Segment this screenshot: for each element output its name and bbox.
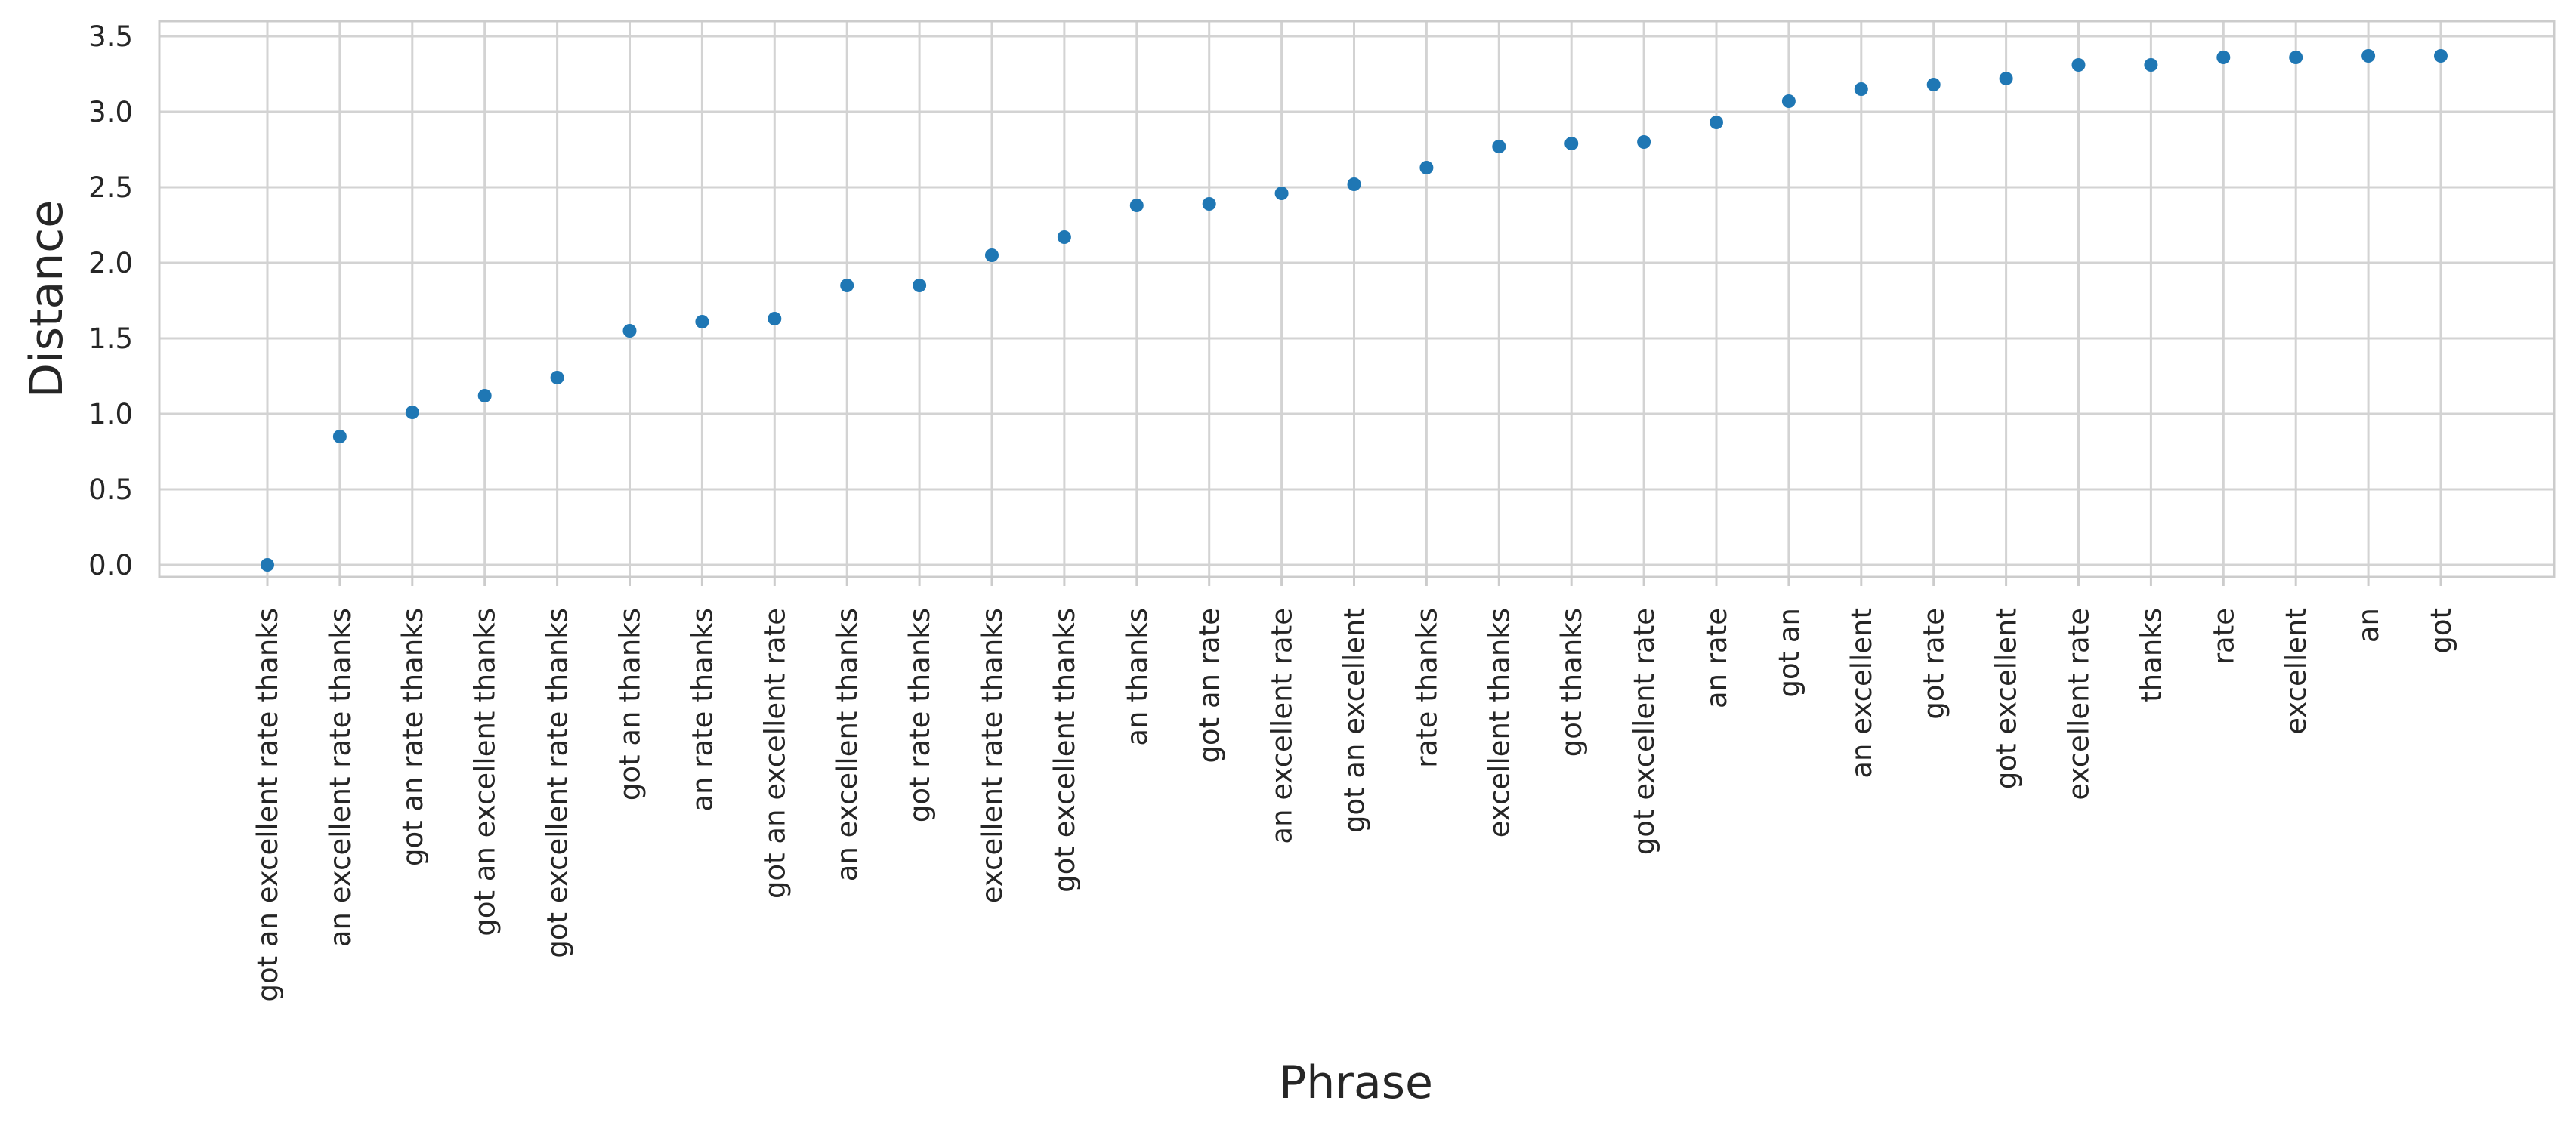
data-point: [261, 558, 274, 572]
x-tick-label: got: [2425, 608, 2457, 654]
x-tick-label: got an excellent: [1339, 608, 1371, 833]
data-point: [1999, 72, 2013, 85]
x-tick-label: excellent rate thanks: [976, 608, 1008, 903]
data-point: [405, 406, 419, 419]
data-points: [261, 49, 2448, 572]
y-axis-ticks: 0.0 0.5 1.0 1.5 2.0 2.5 3.0 3.5: [88, 20, 133, 581]
data-point: [477, 389, 492, 402]
x-tick-label: excellent thanks: [1483, 608, 1515, 837]
data-point: [1710, 116, 1723, 129]
y-tick-label: 1.0: [88, 398, 133, 430]
x-tick-label: got an: [1773, 608, 1805, 698]
y-tick-label: 1.5: [88, 322, 133, 355]
plot-frame: [158, 20, 2556, 578]
x-tick-label: excellent rate: [2063, 608, 2096, 800]
x-tick-label: got an rate thanks: [397, 608, 429, 866]
x-tick-label: an thanks: [1121, 608, 1154, 746]
x-tick-label: an rate thanks: [686, 608, 718, 812]
data-point: [1057, 230, 1071, 244]
x-tick-label: got rate thanks: [903, 608, 936, 822]
x-tick-label: got excellent thanks: [1049, 608, 1081, 893]
x-tick-label: an excellent rate thanks: [324, 608, 357, 947]
x-tick-label: got an excellent rate: [758, 608, 791, 899]
data-point: [768, 312, 782, 325]
x-tick-label: rate: [2207, 608, 2240, 665]
data-point: [2071, 58, 2086, 72]
data-point: [622, 324, 637, 338]
data-point: [2361, 49, 2376, 63]
data-point: [2289, 51, 2303, 64]
data-point: [695, 315, 709, 328]
x-tick-label: got an thanks: [614, 608, 647, 800]
data-point: [1347, 177, 1361, 191]
x-tick-label: excellent: [2280, 608, 2312, 735]
x-tick-label: rate thanks: [1410, 608, 1443, 768]
x-tick-label: an: [2352, 608, 2385, 643]
data-point: [985, 248, 999, 262]
x-tick-label: got excellent rate thanks: [542, 608, 574, 958]
data-point: [1274, 187, 1289, 200]
data-point: [332, 430, 347, 443]
x-tick-label: got excellent: [1991, 608, 2023, 789]
grid: [159, 21, 2554, 577]
data-point: [1419, 161, 1434, 174]
x-tick-label: got excellent rate: [1628, 608, 1660, 855]
data-point: [1781, 94, 1796, 108]
x-tick-label: got rate: [1918, 608, 1951, 720]
data-point: [1926, 78, 1941, 91]
data-point: [1637, 135, 1651, 149]
data-point: [1492, 140, 1506, 153]
data-point: [2216, 51, 2231, 64]
y-tick-label: 0.5: [88, 473, 133, 506]
x-tick-label: an excellent rate: [1266, 608, 1299, 844]
x-tick-label: got an excellent rate thanks: [252, 608, 284, 1002]
data-point: [913, 279, 927, 292]
data-point: [840, 279, 854, 292]
y-tick-label: 2.0: [88, 247, 133, 279]
y-tick-label: 0.0: [88, 549, 133, 581]
x-tick-label: an excellent: [1846, 608, 1878, 779]
x-tick-label: got thanks: [1555, 608, 1588, 757]
data-point: [1854, 82, 1868, 96]
y-tick-label: 3.0: [88, 96, 133, 128]
x-tick-label: got an rate: [1194, 608, 1226, 763]
x-axis-ticks: got an excellent rate thanks an excellent…: [252, 577, 2457, 1002]
x-tick-label: thanks: [2135, 608, 2167, 702]
data-point: [550, 371, 564, 384]
y-tick-label: 2.5: [88, 171, 133, 204]
data-point: [1202, 197, 1216, 211]
x-tick-label: got an excellent thanks: [469, 608, 502, 936]
data-point: [2434, 49, 2448, 63]
y-tick-label: 3.5: [88, 20, 133, 53]
x-tick-label: an rate: [1700, 608, 1733, 708]
x-axis-title: Phrase: [1279, 1056, 1433, 1109]
data-point: [2144, 58, 2158, 72]
y-axis-title: Distance: [20, 200, 73, 398]
x-tick-label: an excellent thanks: [831, 608, 863, 881]
data-point: [1564, 137, 1579, 150]
data-point: [1129, 199, 1144, 212]
